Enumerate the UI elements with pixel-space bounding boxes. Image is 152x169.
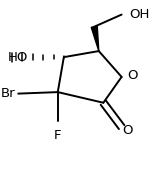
Text: OH: OH [129, 8, 150, 21]
Polygon shape [91, 26, 99, 51]
Text: F: F [54, 129, 62, 142]
Text: O: O [122, 124, 133, 137]
Text: Br: Br [1, 87, 15, 100]
Text: O: O [127, 69, 138, 82]
Text: HO: HO [8, 51, 28, 64]
